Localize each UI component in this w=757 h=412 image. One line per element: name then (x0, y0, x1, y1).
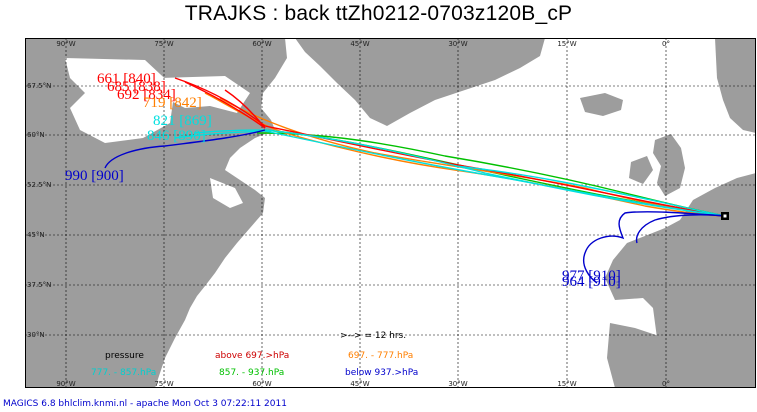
trajectory-orange (219, 97, 726, 217)
inland-waters (65, 58, 250, 208)
trajectory-cyan (194, 129, 726, 217)
traj-label: 846 [890] (147, 128, 206, 144)
trajectory-red (184, 81, 266, 129)
trajectory-red (224, 89, 266, 129)
trajectory-map: 67.5°N 60°N 52.5°N 45°N 37.5°N 30°N 90°W… (25, 38, 756, 388)
traj-label: 719 [842] (143, 95, 202, 111)
footer-credit: MAGICS 6.8 bhlclim.knmi.nl - apache Mon … (3, 399, 287, 409)
lat-label: 37.5°N (27, 281, 51, 289)
lat-label: 67.5°N (27, 82, 51, 90)
trajectory-cyan (174, 130, 726, 217)
lon-label: 30°W (448, 40, 467, 48)
land-masses (25, 38, 756, 388)
lon-label: 30°W (448, 380, 467, 388)
lon-labels-top: 90°W 75°W 60°W 45°W 30°W 15°W 0° (56, 40, 670, 48)
greenland-land (295, 38, 545, 126)
ireland-land (629, 156, 653, 184)
africa-land (607, 323, 756, 388)
lon-labels-bottom: 90°W 75°W 60°W 45°W 30°W 15°W 0° (56, 380, 670, 388)
traj-label: 964 [910] (562, 274, 621, 290)
legend-below: below 937.>hPa (345, 368, 418, 378)
lat-label: 45°N (27, 231, 45, 239)
map-border (25, 38, 756, 388)
lon-label: 90°W (56, 40, 75, 48)
lon-label: 45°W (350, 380, 369, 388)
lon-label: 15°W (557, 40, 576, 48)
start-point-core (723, 214, 727, 218)
lat-label: 52.5°N (27, 181, 51, 189)
trajectory-cyan (454, 165, 726, 217)
lon-label: 0° (662, 380, 670, 388)
map-legend: >--> = 12 hrs. pressure above 697.>hPa 6… (91, 331, 418, 378)
trajectory-blue (583, 211, 726, 284)
lon-label: 90°W (56, 380, 75, 388)
lat-label: 60°N (27, 131, 45, 139)
europe-land (605, 173, 756, 388)
lat-label: 30°N (27, 331, 45, 339)
britain-land (653, 134, 685, 196)
lon-label: 45°W (350, 40, 369, 48)
interval-note: >--> = 12 hrs. (340, 331, 406, 341)
traj-label: 692 [834] (117, 87, 176, 103)
traj-label: 661 [840] (97, 71, 156, 87)
legend-pressure: pressure (105, 351, 144, 361)
lon-label: 60°W (252, 40, 271, 48)
traj-label: 990 [900] (65, 168, 124, 184)
lon-label: 60°W (252, 380, 271, 388)
legend-mid-low: 857. - 937.hPa (219, 368, 284, 378)
legend-above: above 697.>hPa (215, 351, 289, 361)
scandinavia-land (715, 38, 756, 133)
traj-label: 821 [869] (153, 113, 212, 129)
iceland-land (580, 93, 623, 116)
traj-label: 685 [838] (107, 79, 166, 95)
graticule (25, 38, 756, 388)
lat-labels: 67.5°N 60°N 52.5°N 45°N 37.5°N 30°N (27, 82, 51, 339)
lon-label: 75°W (154, 380, 173, 388)
traj-label: 977 [910] (562, 268, 621, 284)
lon-label: 75°W (154, 40, 173, 48)
trajectory-labels: 661 [840] 685 [838] 692 [834] 719 [842] … (65, 71, 621, 290)
lon-label: 0° (662, 40, 670, 48)
trajectory-lines (104, 77, 726, 284)
legend-mid-high: 697. - 777.hPa (348, 351, 413, 361)
lon-label: 15°W (557, 380, 576, 388)
trajectory-blue (635, 214, 726, 244)
map-title: TRAJKS : back ttZh0212-0703z120B_cP (184, 2, 573, 25)
trajectory-blue (104, 129, 266, 169)
trajectory-red (174, 77, 726, 217)
legend-mid: 777. - 857.hPa (91, 368, 156, 378)
